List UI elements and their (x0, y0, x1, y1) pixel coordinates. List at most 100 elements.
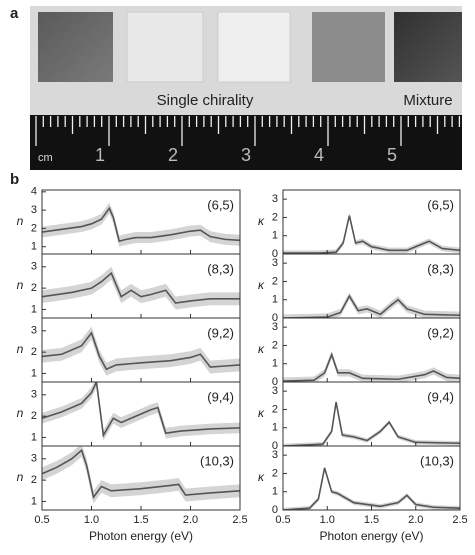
x-tick-label: 1.0 (320, 514, 335, 526)
y-tick-label: 0 (272, 504, 278, 516)
y-tick-label: 0 (272, 248, 278, 260)
subplot: 0 1 2 3κ (6,5) (258, 189, 461, 260)
y-tick-label: 2 (31, 346, 37, 358)
x-axis-label: Photon energy (eV) (319, 529, 423, 543)
film-sample (38, 12, 113, 82)
subplot: 1 2 3n (9,4) (17, 381, 241, 447)
y-axis-label: κ (258, 214, 265, 228)
y-tick-label: 2 (31, 474, 37, 486)
film-sample (217, 11, 291, 83)
error-band (42, 382, 240, 441)
caption: Mixture (403, 92, 452, 109)
film-sample (126, 11, 204, 83)
error-band (42, 266, 240, 310)
annotation: (10,3) (200, 453, 234, 468)
y-tick-label: 3 (31, 453, 37, 465)
ruler-ticks: 1 2 3 4 5 (35, 116, 461, 165)
y-tick-label: 2 (272, 467, 278, 479)
y-axis-label: n (17, 406, 24, 420)
y-axis-label: n (17, 342, 24, 356)
panel-a: 1 2 3 4 5 a Single chirality Mixture cm (10, 5, 462, 170)
error-band (283, 212, 460, 254)
subplot: 1 2 3n (9,2) (17, 317, 241, 383)
y-tick-label: 0 (272, 440, 278, 452)
annotation: (8,3) (207, 261, 234, 276)
annotation: (9,2) (427, 325, 454, 340)
ruler-number: 5 (387, 145, 397, 165)
y-tick-label: 3 (272, 193, 278, 205)
annotation: (6,5) (427, 197, 454, 212)
ruler-unit: cm (38, 152, 53, 164)
y-tick-label: 0 (272, 312, 278, 324)
y-tick-label: 3 (272, 449, 278, 461)
y-tick-label: 1 (272, 358, 278, 370)
y-tick-label: 2 (272, 211, 278, 223)
y-tick-label: 2 (31, 410, 37, 422)
line (283, 215, 460, 254)
y-tick-label: 3 (31, 325, 37, 337)
y-tick-label: 4 (31, 186, 37, 198)
y-tick-label: 3 (31, 389, 37, 401)
annotation: (10,3) (420, 453, 454, 468)
x-tick-label: 0.5 (275, 514, 290, 526)
line (283, 467, 460, 510)
y-axis-label: κ (258, 470, 265, 484)
y-tick-label: 1 (272, 486, 278, 498)
x-tick-label: 2.5 (452, 514, 467, 526)
line (42, 448, 240, 500)
subplot: 0 1 2 3 0.5 1.0 1.5 2.0 2.5 κ (10,3) Photon energy … (258, 445, 468, 543)
film-sample (312, 12, 385, 82)
x-tick-label: 2.5 (232, 514, 247, 526)
y-tick-label: 1 (272, 422, 278, 434)
y-tick-label: 3 (31, 204, 37, 216)
line (42, 271, 240, 304)
y-tick-label: 3 (31, 261, 37, 273)
line (283, 294, 460, 318)
y-tick-label: 1 (272, 294, 278, 306)
error-band (42, 326, 240, 376)
ruler-number: 2 (168, 145, 178, 165)
y-tick-label: 2 (272, 275, 278, 287)
x-tick-label: 2.0 (183, 514, 198, 526)
y-tick-label: 2 (272, 403, 278, 415)
line (42, 331, 240, 371)
x-tick-label: 2.0 (408, 514, 423, 526)
y-tick-label: 2 (272, 339, 278, 351)
panel-label: b (10, 171, 19, 188)
y-axis-label: κ (258, 278, 265, 292)
subplot: 0 1 2 3κ (9,4) (258, 381, 461, 452)
x-axis-label: Photon energy (eV) (89, 529, 193, 543)
y-tick-label: 0 (272, 376, 278, 388)
annotation: (6,5) (207, 197, 234, 212)
ruler-number: 3 (241, 145, 251, 165)
y-tick-label: 1 (31, 241, 37, 253)
error-band (283, 399, 460, 446)
line (283, 401, 460, 446)
y-axis-label: κ (258, 406, 265, 420)
line (283, 352, 460, 382)
y-tick-label: 3 (272, 385, 278, 397)
y-axis-label: n (17, 278, 24, 292)
y-tick-label: 2 (31, 222, 37, 234)
panel-b: 1234n(6,5)123n(8,3)123n(9,2)123n(9,4)123… (17, 186, 468, 543)
y-axis-label: n (17, 470, 24, 484)
y-axis-label: n (17, 214, 24, 228)
y-tick-label: 2 (31, 282, 37, 294)
subplot: 1 2 3 0.5 1.0 1.5 2.0 2.5 n (10,3) Photon energy (… (17, 445, 248, 543)
y-tick-label: 3 (272, 321, 278, 333)
error-band (283, 350, 460, 382)
x-tick-label: 1.0 (84, 514, 99, 526)
film-sample (394, 12, 462, 82)
panel-label: a (10, 5, 19, 22)
y-tick-label: 3 (272, 257, 278, 269)
y-tick-label: 1 (31, 367, 37, 379)
x-tick-label: 1.5 (133, 514, 148, 526)
subplot: 0 1 2 3κ (9,2) (258, 317, 461, 388)
line (42, 206, 240, 243)
x-tick-label: 1.5 (364, 514, 379, 526)
x-tick-label: 0.5 (34, 514, 49, 526)
y-tick-label: 1 (31, 431, 37, 443)
y-tick-label: 1 (272, 230, 278, 242)
subplot: 0 1 2 3κ (8,3) (258, 253, 461, 324)
